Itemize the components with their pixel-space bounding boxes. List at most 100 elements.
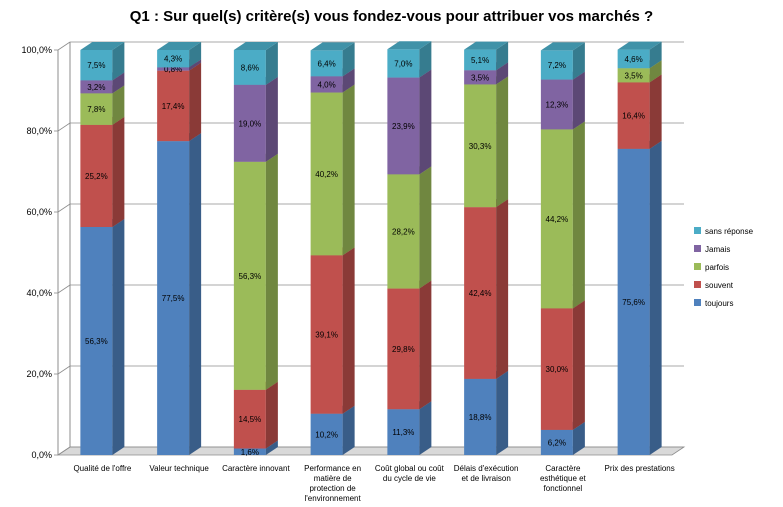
- category-label: Caractère: [545, 464, 581, 473]
- bar-segment-Jamais: [80, 80, 113, 94]
- data-label: 18,8%: [469, 413, 492, 422]
- bar-segment-souvent: [80, 124, 113, 227]
- data-label: 12,3%: [546, 100, 569, 109]
- bar-segment-souvent: [233, 389, 266, 449]
- chart-floor: [56, 446, 686, 456]
- bar-segment-sans-réponse: [80, 50, 113, 81]
- data-label: 0,8%: [164, 65, 182, 74]
- bar-side-sans-réponse: [342, 42, 355, 77]
- legend-swatch-toujours: [694, 299, 701, 306]
- y-tick-label: 60,0%: [26, 207, 52, 217]
- data-label: 39,1%: [315, 331, 338, 340]
- bar-side-Jamais: [496, 62, 509, 85]
- bar-top-sans-réponse: [80, 42, 125, 50]
- bar-segment-Jamais: [464, 70, 497, 85]
- data-label: 7,0%: [394, 59, 412, 68]
- bar-side-toujours: [419, 401, 432, 455]
- gridline-diagonal: [57, 122, 71, 132]
- legend-swatch-sans-réponse: [694, 227, 701, 234]
- data-label: 4,0%: [318, 80, 336, 89]
- bar-segment-Jamais: [233, 84, 266, 162]
- bar-side-sans-réponse: [572, 42, 585, 80]
- legend-label: souvent: [705, 281, 734, 290]
- bar-segment-sans-réponse: [157, 50, 190, 68]
- bar-segment-sans-réponse: [233, 50, 266, 85]
- bar-segment-sans-réponse: [464, 49, 497, 71]
- bar-side-Jamais: [189, 59, 202, 71]
- data-label: 14,5%: [239, 415, 262, 424]
- data-label: 77,5%: [162, 294, 185, 303]
- bar-segment-sans-réponse: [617, 49, 650, 69]
- y-tick-label: 100,0%: [21, 45, 52, 55]
- legend-label: sans réponse: [705, 227, 754, 236]
- category-label: l'environnement: [305, 494, 362, 503]
- data-label: 19,0%: [239, 119, 262, 128]
- bar-segment-parfois: [464, 84, 497, 208]
- data-label: 4,6%: [625, 55, 643, 64]
- category-label: matière de: [314, 474, 352, 483]
- bar-segment-souvent: [310, 255, 343, 414]
- data-label: 30,3%: [469, 142, 492, 151]
- bar-side-souvent: [419, 280, 432, 410]
- bar-side-toujours: [649, 140, 662, 455]
- bar-side-sans-réponse: [189, 42, 202, 68]
- bar-segment-toujours: [464, 378, 497, 455]
- bar-side-parfois: [649, 60, 662, 83]
- category-label: protection de: [309, 484, 356, 493]
- legend-swatch-Jamais: [694, 245, 701, 252]
- category-label: fonctionnel: [544, 484, 583, 493]
- category-label: Caractère innovant: [222, 464, 290, 473]
- data-label: 25,2%: [85, 172, 108, 181]
- bar-side-parfois: [496, 76, 509, 208]
- data-label: 3,5%: [625, 71, 643, 80]
- data-label: 7,5%: [87, 61, 105, 70]
- bar-side-Jamais: [572, 71, 585, 130]
- gridline-diagonal: [57, 284, 71, 294]
- bar-side-Jamais: [419, 69, 432, 175]
- category-label: Valeur technique: [149, 464, 209, 473]
- data-label: 29,8%: [392, 345, 415, 354]
- category-label: du cycle de vie: [383, 474, 436, 483]
- data-label: 7,8%: [87, 105, 105, 114]
- bar-top-sans-réponse: [387, 41, 432, 50]
- bar-side-parfois: [572, 121, 585, 309]
- bar-top-sans-réponse: [157, 42, 202, 50]
- y-tick-label: 20,0%: [26, 369, 52, 379]
- data-label: 10,2%: [315, 430, 338, 439]
- data-label: 30,0%: [546, 365, 569, 374]
- bar-segment-toujours: [80, 226, 113, 455]
- bar-segment-parfois: [540, 129, 573, 309]
- bar-segment-toujours: [233, 448, 266, 455]
- y-tick-label: 40,0%: [26, 288, 52, 298]
- data-label: 40,2%: [315, 170, 338, 179]
- bar-side-sans-réponse: [419, 41, 432, 78]
- bar-segment-souvent: [157, 70, 190, 142]
- bar-segment-parfois: [387, 174, 420, 289]
- data-label: 3,5%: [471, 73, 489, 82]
- bar-segment-toujours: [617, 148, 650, 455]
- bar-side-Jamais: [265, 76, 278, 162]
- data-label: 5,1%: [471, 56, 489, 65]
- data-label: 1,6%: [241, 448, 259, 457]
- data-label: 56,3%: [239, 272, 262, 281]
- bar-side-toujours: [265, 440, 278, 455]
- chart-title: Q1 : Sur quel(s) critère(s) vous fondez-…: [129, 8, 654, 25]
- bar-side-parfois: [112, 85, 125, 125]
- data-label: 6,4%: [318, 59, 336, 68]
- bar-side-souvent: [189, 62, 202, 142]
- legend-label: Jamais: [705, 245, 730, 254]
- data-label: 16,4%: [622, 112, 645, 121]
- bar-segment-toujours: [387, 409, 420, 455]
- bar-segment-Jamais: [310, 76, 343, 93]
- data-label: 11,3%: [392, 428, 414, 437]
- bar-segment-souvent: [617, 82, 650, 149]
- bar-segment-toujours: [310, 413, 343, 455]
- data-label: 56,3%: [85, 337, 108, 346]
- category-label: Performance en: [304, 464, 361, 473]
- bar-segment-sans-réponse: [310, 50, 343, 77]
- bar-segment-sans-réponse: [387, 49, 420, 78]
- bar-segment-parfois: [310, 92, 343, 256]
- data-label: 8,6%: [241, 63, 259, 72]
